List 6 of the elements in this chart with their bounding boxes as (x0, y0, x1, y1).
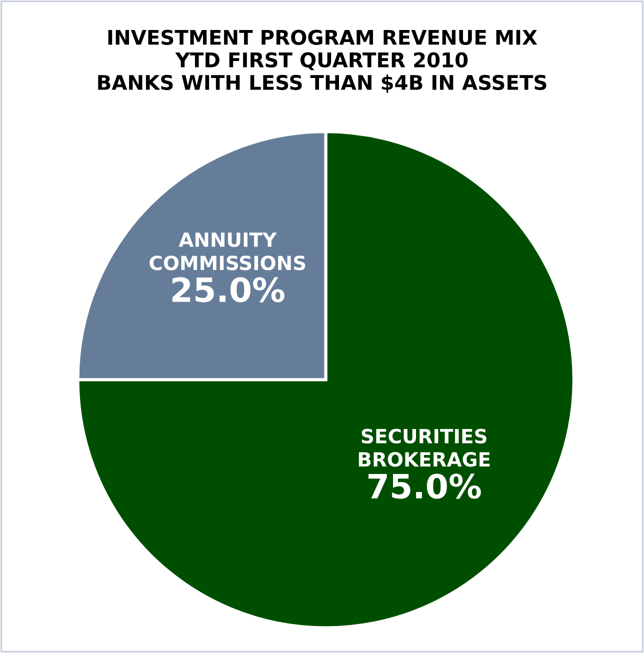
slice-label: ANNUITY COMMISSIONS (150, 232, 306, 270)
pie-slice (76, 130, 576, 630)
data-label: 75.0% (368, 474, 481, 499)
data-label: 25.0% (172, 277, 284, 302)
slice-label: SECURITIES BROKERAGE (358, 428, 490, 467)
chart-title: INVESTMENT PROGRAM REVENUE MIX YTD FIRST QUARTER 2010 BANKS WITH LESS THAN $4B IN ASSETS (98, 30, 546, 93)
